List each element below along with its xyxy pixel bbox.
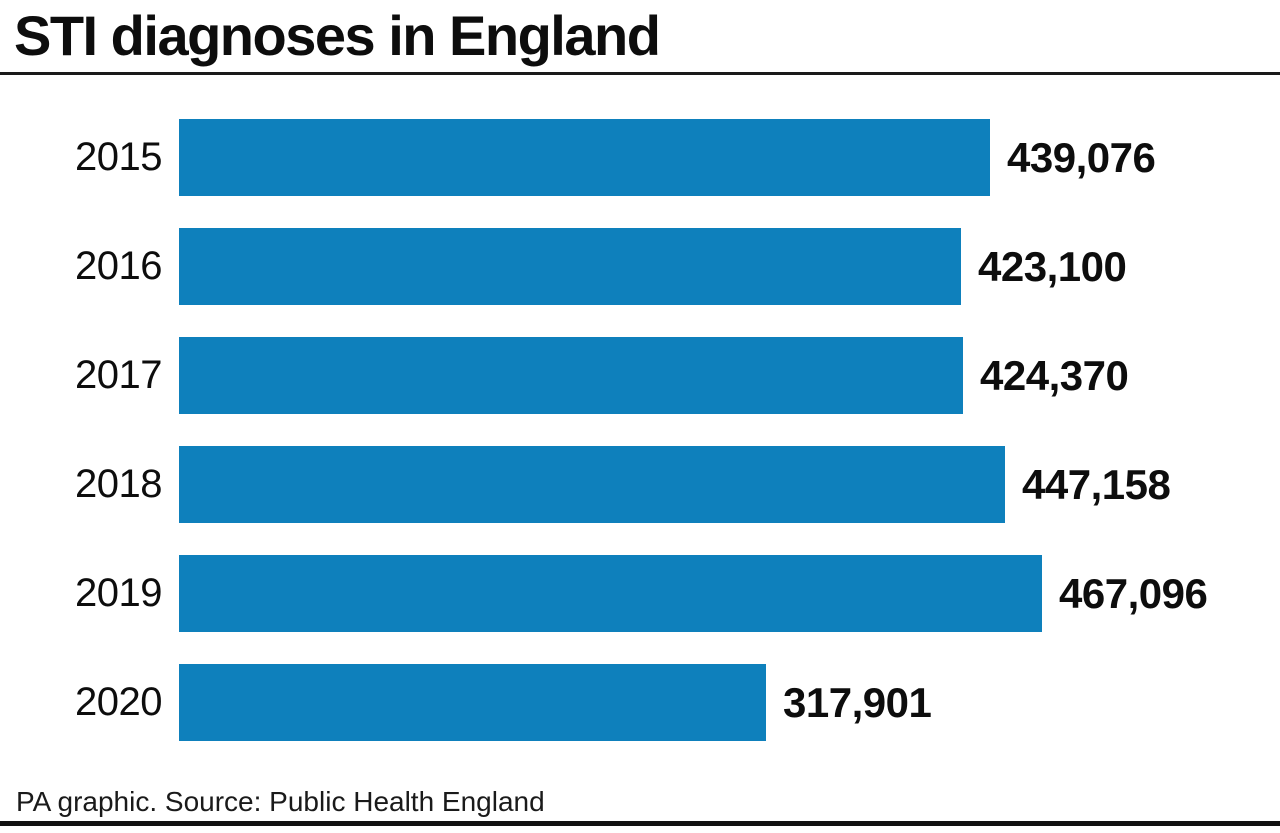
category-label: 2017	[75, 353, 162, 397]
value-label: 423,100	[978, 242, 1127, 290]
category-label: 2018	[75, 462, 162, 506]
title-divider	[0, 72, 1280, 75]
bar	[179, 555, 1042, 632]
bar	[179, 337, 963, 414]
category-label: 2016	[75, 244, 162, 288]
bar	[179, 228, 961, 305]
value-label: 447,158	[1022, 460, 1171, 508]
chart-row: 2018 447,158	[0, 446, 1280, 523]
category-label: 2020	[75, 680, 162, 724]
chart-row: 2015 439,076	[0, 119, 1280, 196]
category-label: 2019	[75, 571, 162, 615]
source-caption: PA graphic. Source: Public Health Englan…	[16, 786, 545, 817]
bar	[179, 119, 990, 196]
chart-title: STI diagnoses in England	[14, 4, 661, 67]
category-label: 2015	[75, 135, 162, 179]
value-label: 439,076	[1007, 133, 1156, 181]
chart-row: 2020 317,901	[0, 664, 1280, 741]
bottom-divider	[0, 821, 1280, 826]
value-label: 317,901	[783, 678, 932, 726]
chart-row: 2016 423,100	[0, 228, 1280, 305]
bar	[179, 664, 766, 741]
chart-row: 2017 424,370	[0, 337, 1280, 414]
bar	[179, 446, 1005, 523]
value-label: 467,096	[1059, 569, 1208, 617]
chart-row: 2019 467,096	[0, 555, 1280, 632]
value-label: 424,370	[980, 351, 1129, 399]
